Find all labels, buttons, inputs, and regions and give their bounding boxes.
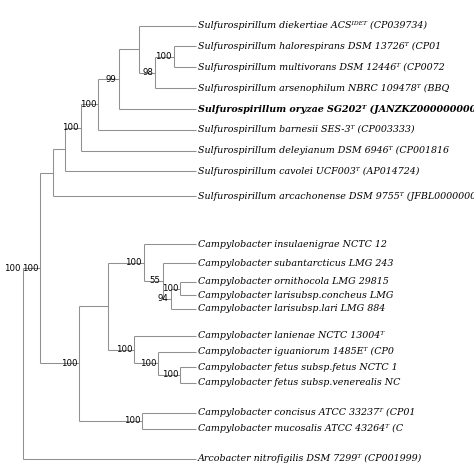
Text: Campylobacter fetus subsp.venerealis NC: Campylobacter fetus subsp.venerealis NC	[198, 378, 401, 387]
Text: Campylobacter fetus subsp.fetus NCTC 1: Campylobacter fetus subsp.fetus NCTC 1	[198, 363, 398, 372]
Text: Sulfurospirillum halorespirans DSM 13726ᵀ (CP01: Sulfurospirillum halorespirans DSM 13726…	[198, 42, 441, 51]
Text: 94: 94	[158, 294, 169, 303]
Text: Sulfurospirillum deleyianum DSM 6946ᵀ (CP001816: Sulfurospirillum deleyianum DSM 6946ᵀ (C…	[198, 146, 449, 155]
Text: 55: 55	[150, 276, 161, 285]
Text: 100: 100	[61, 359, 77, 368]
Text: Campylobacter concisus ATCC 33237ᵀ (CP01: Campylobacter concisus ATCC 33237ᵀ (CP01	[198, 409, 416, 418]
Text: Sulfurospirillum diekertiae ACSᴵᴰᴱᵀ (CP039734): Sulfurospirillum diekertiae ACSᴵᴰᴱᵀ (CP0…	[198, 21, 427, 30]
Text: Arcobacter nitrofigilis DSM 7299ᵀ (CP001999): Arcobacter nitrofigilis DSM 7299ᵀ (CP001…	[198, 454, 422, 463]
Text: 100: 100	[155, 53, 172, 62]
Text: 100: 100	[116, 345, 132, 354]
Text: Campylobacter ornithocola LMG 29815: Campylobacter ornithocola LMG 29815	[198, 277, 389, 286]
Text: Campylobacter larisubsp.concheus LMG: Campylobacter larisubsp.concheus LMG	[198, 291, 394, 300]
Text: 100: 100	[139, 359, 156, 368]
Text: 100: 100	[63, 123, 79, 132]
Text: 100: 100	[80, 100, 96, 109]
Text: 99: 99	[106, 74, 117, 83]
Text: 100: 100	[126, 258, 142, 267]
Text: Sulfurospirillum arcachonense DSM 9755ᵀ (JFBL00000000): Sulfurospirillum arcachonense DSM 9755ᵀ …	[198, 192, 474, 201]
Text: 100: 100	[162, 371, 178, 379]
Text: Campylobacter insulaenigrae NCTC 12: Campylobacter insulaenigrae NCTC 12	[198, 240, 387, 249]
Text: Sulfurospirillum cavolei UCF003ᵀ (AP014724): Sulfurospirillum cavolei UCF003ᵀ (AP0147…	[198, 167, 419, 176]
Text: Campylobacter lanienae NCTC 13004ᵀ: Campylobacter lanienae NCTC 13004ᵀ	[198, 331, 384, 340]
Text: Sulfurospirillum barnesii SES-3ᵀ (CP003333): Sulfurospirillum barnesii SES-3ᵀ (CP0033…	[198, 125, 415, 134]
Text: Campylobacter mucosalis ATCC 43264ᵀ (C: Campylobacter mucosalis ATCC 43264ᵀ (C	[198, 424, 403, 433]
Text: 100: 100	[162, 284, 178, 293]
Text: 98: 98	[142, 68, 153, 77]
Text: Campylobacter subantarcticus LMG 243: Campylobacter subantarcticus LMG 243	[198, 258, 393, 267]
Text: 100: 100	[22, 264, 38, 273]
Text: Campylobacter iguaniorum 1485Eᵀ (CP0: Campylobacter iguaniorum 1485Eᵀ (CP0	[198, 347, 394, 356]
Text: 100: 100	[4, 264, 21, 273]
Text: Sulfurospirillum oryzae SG202ᵀ (JANZKZ000000000: Sulfurospirillum oryzae SG202ᵀ (JANZKZ00…	[198, 104, 474, 113]
Text: 100: 100	[124, 416, 140, 425]
Text: Sulfurospirillum arsenophilum NBRC 109478ᵀ (BBQ: Sulfurospirillum arsenophilum NBRC 10947…	[198, 83, 449, 93]
Text: Campylobacter larisubsp.lari LMG 884: Campylobacter larisubsp.lari LMG 884	[198, 304, 385, 313]
Text: Sulfurospirillum multivorans DSM 12446ᵀ (CP0072: Sulfurospirillum multivorans DSM 12446ᵀ …	[198, 63, 445, 72]
